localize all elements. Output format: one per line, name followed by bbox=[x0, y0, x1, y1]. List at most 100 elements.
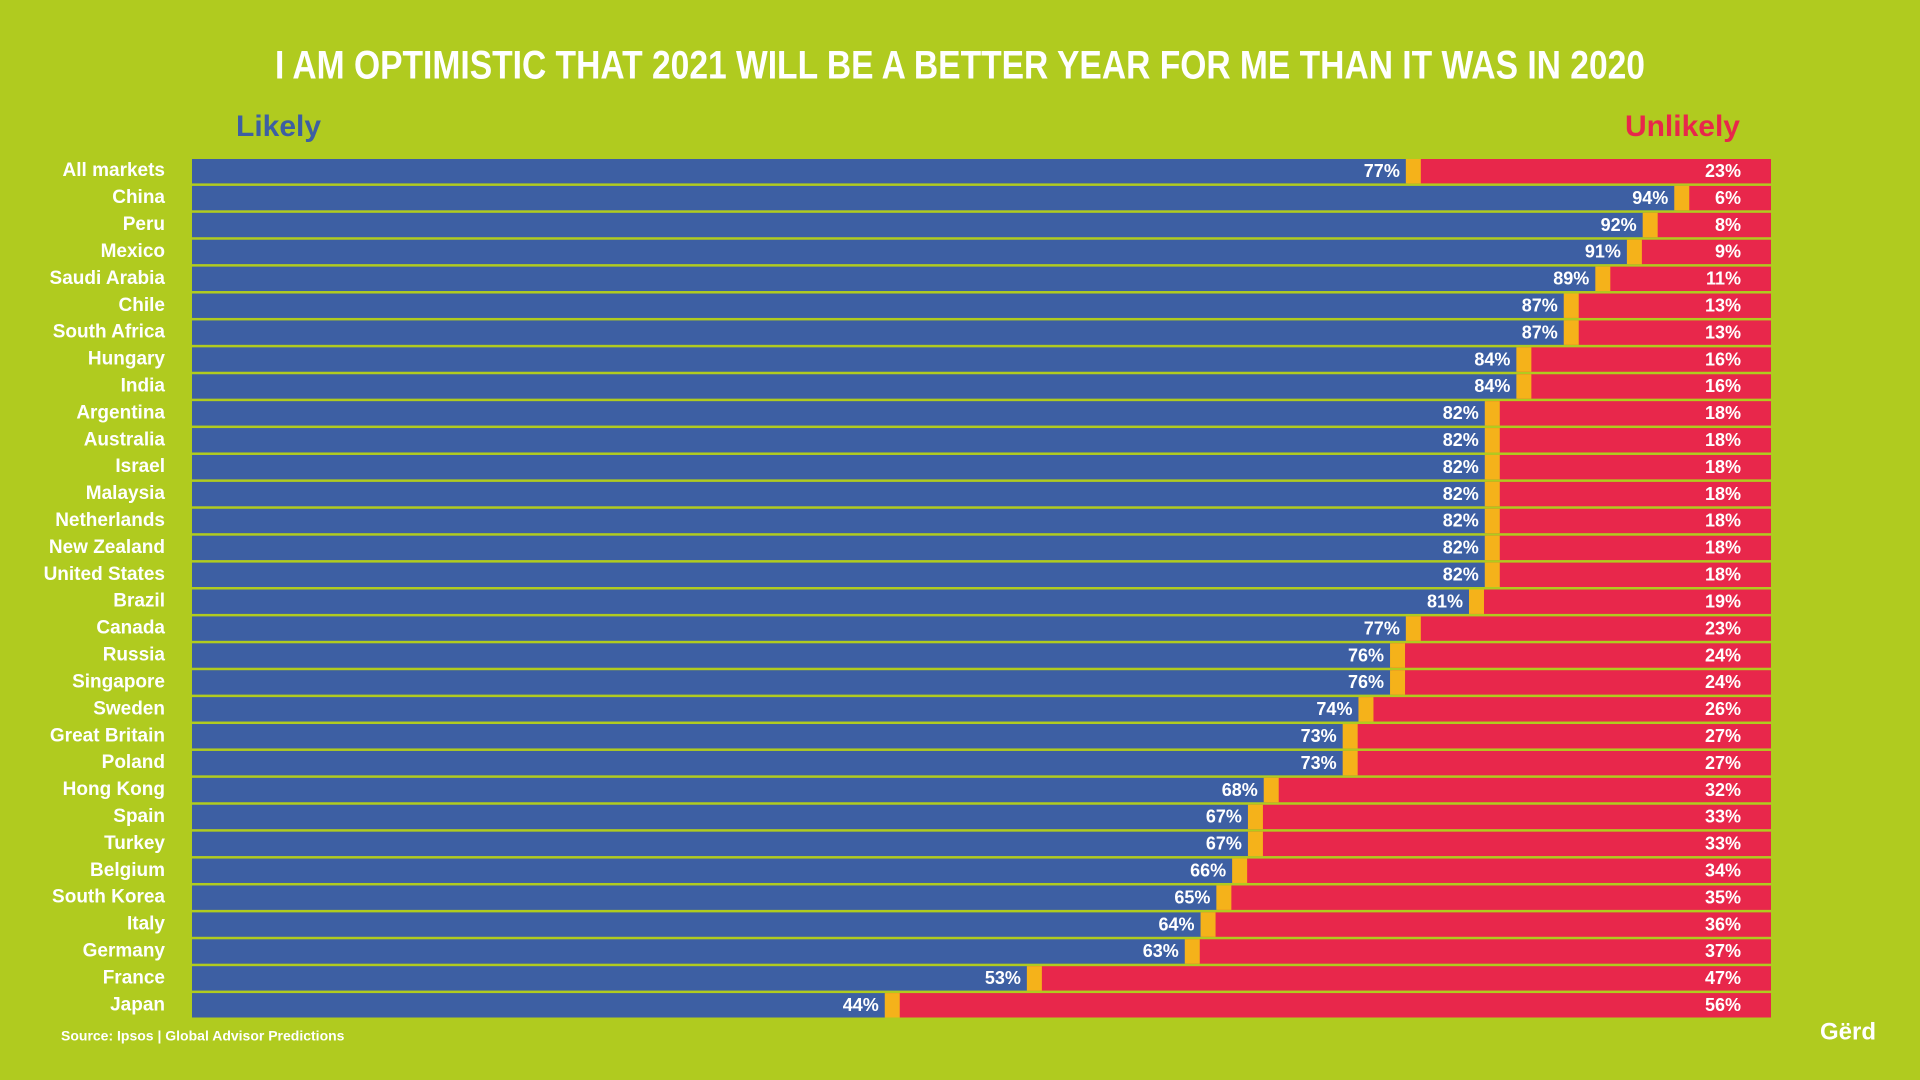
value-label: 24% bbox=[1705, 645, 1741, 665]
y-tick-label: China bbox=[112, 187, 165, 208]
y-tick-label: Hungary bbox=[88, 349, 166, 370]
bar-unlikely bbox=[1518, 347, 1771, 372]
separator bbox=[1516, 374, 1532, 399]
y-tick-label: Germany bbox=[83, 941, 166, 962]
value-label: 13% bbox=[1705, 322, 1741, 342]
value-label: 23% bbox=[1705, 161, 1741, 181]
y-tick-label: South Korea bbox=[52, 887, 165, 908]
y-tick-label: Saudi Arabia bbox=[50, 268, 166, 289]
y-tick-label: Japan bbox=[110, 994, 165, 1015]
value-label: 64% bbox=[1159, 914, 1195, 934]
value-label: 63% bbox=[1143, 941, 1179, 961]
value-label: 74% bbox=[1316, 699, 1352, 719]
value-label: 67% bbox=[1206, 807, 1242, 827]
y-tick-label: Malaysia bbox=[86, 483, 166, 504]
bar-unlikely bbox=[1407, 616, 1771, 641]
value-label: 33% bbox=[1705, 807, 1741, 827]
bar-likely bbox=[192, 347, 1519, 372]
separator bbox=[1247, 804, 1263, 830]
bar-likely bbox=[192, 508, 1487, 534]
bar-likely bbox=[192, 616, 1408, 641]
value-label: 24% bbox=[1705, 672, 1741, 692]
y-tick-label: Israel bbox=[115, 456, 165, 477]
value-label: 77% bbox=[1364, 618, 1400, 638]
separator bbox=[1200, 912, 1216, 937]
value-label: 76% bbox=[1348, 645, 1384, 665]
y-tick-label: Peru bbox=[123, 214, 165, 235]
bar-likely bbox=[192, 320, 1566, 345]
value-label: 26% bbox=[1705, 699, 1741, 719]
y-tick-label: United States bbox=[44, 564, 165, 585]
separator bbox=[1390, 670, 1406, 695]
bar-likely bbox=[192, 697, 1361, 722]
bar-likely bbox=[192, 374, 1519, 399]
value-label: 18% bbox=[1705, 403, 1741, 423]
bar-likely bbox=[192, 939, 1187, 964]
value-label: 27% bbox=[1705, 753, 1741, 773]
bar-unlikely bbox=[1676, 185, 1771, 211]
bar-unlikely bbox=[1186, 939, 1771, 964]
bar-likely bbox=[192, 293, 1566, 318]
value-label: 18% bbox=[1705, 430, 1741, 450]
bar-likely bbox=[192, 912, 1203, 937]
separator bbox=[1595, 266, 1611, 292]
y-tick-label: Belgium bbox=[90, 860, 165, 881]
y-tick-label: Turkey bbox=[104, 833, 165, 854]
value-label: 11% bbox=[1706, 269, 1741, 289]
value-label: 6% bbox=[1715, 188, 1741, 208]
value-label: 37% bbox=[1705, 941, 1741, 961]
bar-unlikely bbox=[1597, 266, 1771, 292]
source: Source: Ipsos | Global Advisor Predictio… bbox=[61, 1028, 345, 1044]
y-tick-label: Russia bbox=[103, 645, 166, 666]
bar-likely bbox=[192, 885, 1219, 910]
separator bbox=[1484, 508, 1500, 534]
bar-unlikely bbox=[1265, 777, 1771, 803]
value-label: 87% bbox=[1522, 295, 1558, 315]
value-label: 82% bbox=[1443, 457, 1479, 477]
bar-unlikely bbox=[1486, 401, 1771, 426]
bar-unlikely bbox=[1360, 697, 1771, 722]
separator bbox=[1184, 939, 1200, 964]
value-label: 34% bbox=[1705, 861, 1741, 881]
value-label: 82% bbox=[1443, 538, 1479, 558]
value-label: 68% bbox=[1222, 780, 1258, 800]
separator bbox=[1342, 750, 1358, 776]
value-label: 18% bbox=[1705, 457, 1741, 477]
logo: Gërd bbox=[1820, 1018, 1876, 1045]
separator bbox=[1263, 777, 1279, 803]
y-tick-label: Mexico bbox=[101, 241, 165, 262]
bar-likely bbox=[192, 670, 1393, 695]
value-label: 18% bbox=[1705, 484, 1741, 504]
value-label: 8% bbox=[1715, 215, 1741, 235]
y-tick-label: All markets bbox=[63, 160, 165, 181]
bar-unlikely bbox=[1486, 481, 1771, 507]
value-label: 84% bbox=[1474, 376, 1510, 396]
value-label: 44% bbox=[843, 995, 879, 1015]
bar-likely bbox=[192, 159, 1408, 184]
value-label: 82% bbox=[1443, 430, 1479, 450]
separator bbox=[1642, 212, 1658, 238]
bar-unlikely bbox=[886, 993, 1771, 1018]
bar-unlikely bbox=[1392, 643, 1771, 668]
bar-unlikely bbox=[1344, 724, 1771, 749]
value-label: 94% bbox=[1632, 188, 1668, 208]
y-tick-label: Poland bbox=[102, 752, 165, 773]
value-label: 67% bbox=[1206, 834, 1242, 854]
value-label: 82% bbox=[1443, 511, 1479, 531]
separator bbox=[1405, 159, 1421, 184]
bar-likely bbox=[192, 185, 1677, 211]
value-label: 91% bbox=[1585, 242, 1621, 262]
bar-unlikely bbox=[1470, 589, 1771, 614]
value-label: 36% bbox=[1705, 914, 1741, 934]
y-tick-label: Argentina bbox=[76, 402, 165, 423]
bar-unlikely bbox=[1628, 239, 1771, 265]
separator bbox=[1516, 347, 1532, 372]
value-label: 27% bbox=[1705, 726, 1741, 746]
value-label: 81% bbox=[1427, 591, 1463, 611]
bar-likely bbox=[192, 212, 1645, 238]
value-label: 13% bbox=[1705, 295, 1741, 315]
bar-unlikely bbox=[1249, 831, 1771, 857]
bar-unlikely bbox=[1486, 454, 1771, 480]
value-label: 77% bbox=[1364, 161, 1400, 181]
value-label: 73% bbox=[1301, 726, 1337, 746]
